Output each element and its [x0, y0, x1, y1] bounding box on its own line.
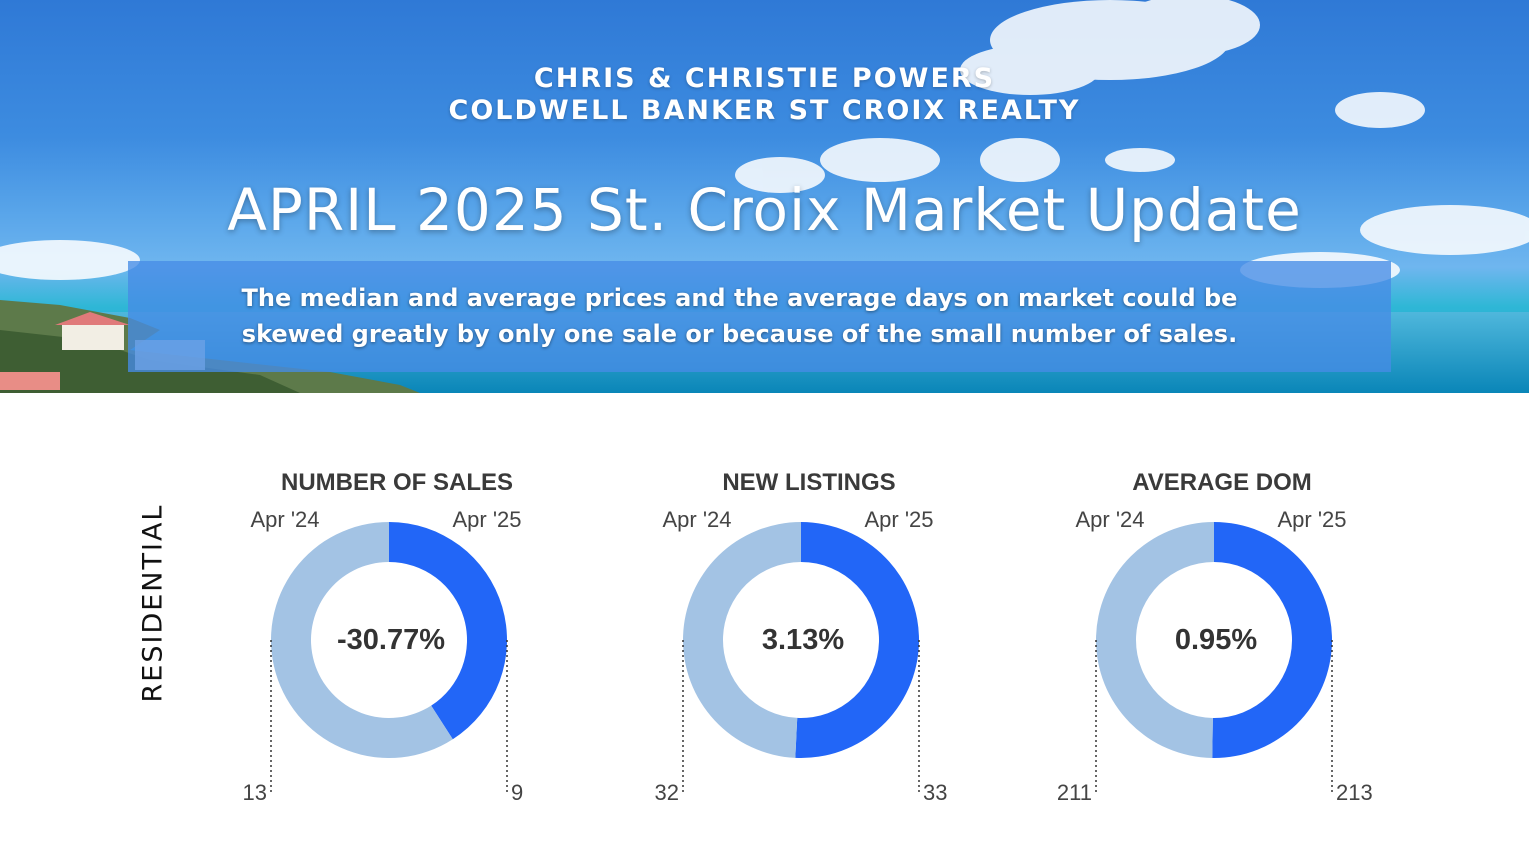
new-listings-title: NEW LISTINGS	[722, 469, 895, 496]
new-listings-value-prior: 32	[655, 780, 679, 805]
donut-charts: NUMBER OF SALES Apr '24 Apr '25 -30.77% 13 9 N…	[243, 469, 1373, 805]
average-dom-value-current: 213	[1336, 780, 1373, 805]
number-of-sales-label-prior: Apr '24	[250, 507, 319, 532]
new-listings-change-label: 3.13%	[762, 624, 844, 656]
disclaimer-line-1: The median and average prices and the av…	[241, 284, 1238, 312]
page-title: APRIL 2025 St. Croix Market Update	[227, 176, 1302, 244]
disclaimer-line-2: skewed greatly by only one sale or becau…	[241, 320, 1238, 348]
brokerage-name: COLDWELL BANKER ST CROIX REALTY	[448, 95, 1081, 126]
number-of-sales-title: NUMBER OF SALES	[281, 469, 513, 496]
average-dom-label-current: Apr '25	[1277, 507, 1346, 532]
new-listings-label-prior: Apr '24	[662, 507, 731, 532]
new-listings-label-current: Apr '25	[864, 507, 933, 532]
average-dom-title: AVERAGE DOM	[1132, 469, 1312, 496]
average-dom-slice-current	[1212, 522, 1333, 758]
number-of-sales-slice-current	[389, 522, 507, 740]
agent-name: CHRIS & CHRISTIE POWERS	[533, 63, 996, 94]
number-of-sales-value-current: 9	[511, 780, 523, 805]
beach-photo-background	[0, 0, 1529, 393]
new-listings-slice-prior	[682, 522, 801, 758]
header-banner: CHRIS & CHRISTIE POWERS COLDWELL BANKER …	[0, 0, 1529, 393]
number-of-sales-value-prior: 13	[243, 780, 267, 805]
average-dom-value-prior: 211	[1057, 780, 1092, 805]
average-dom-change-label: 0.95%	[1175, 624, 1257, 656]
average-dom-label-prior: Apr '24	[1075, 507, 1144, 532]
new-listings-value-current: 33	[923, 780, 947, 805]
number-of-sales-change-label: -30.77%	[337, 624, 445, 656]
new-listings-slice-current	[795, 522, 919, 758]
average-dom-slice-prior	[1096, 522, 1214, 758]
number-of-sales-slice-prior	[270, 522, 453, 758]
disclaimer-box: The median and average prices and the av…	[128, 261, 1391, 372]
number-of-sales-label-current: Apr '25	[452, 507, 521, 532]
